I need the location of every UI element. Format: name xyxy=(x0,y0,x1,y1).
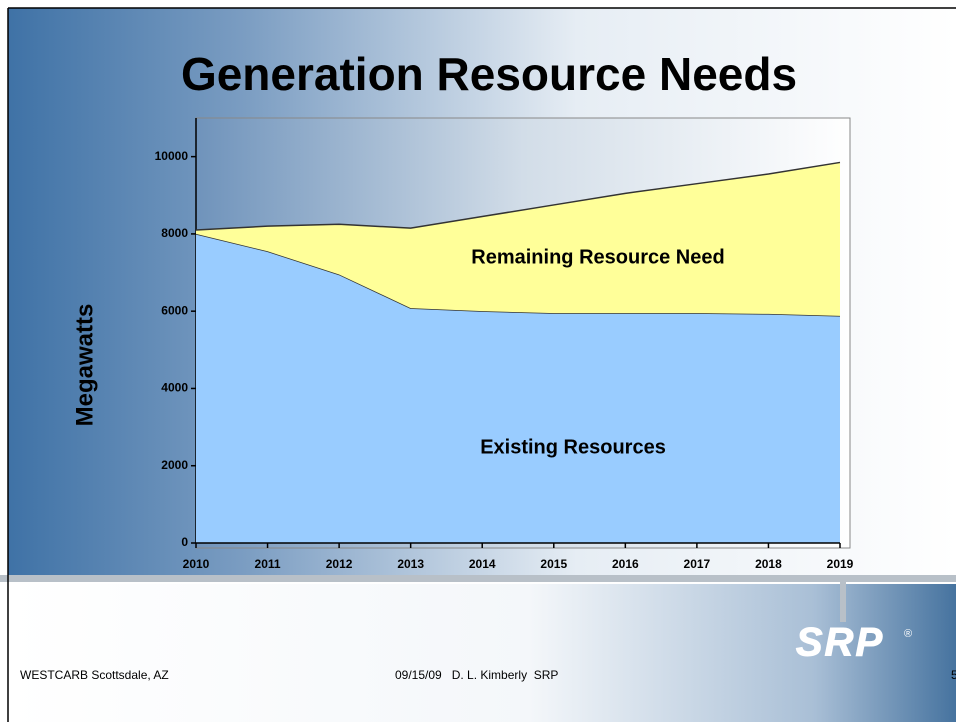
y-tick-label: 4000 xyxy=(161,381,188,395)
y-tick-label: 10000 xyxy=(155,149,189,163)
series-label: Remaining Resource Need xyxy=(471,247,724,269)
x-tick-label: 2018 xyxy=(755,557,782,571)
y-tick-label: 2000 xyxy=(161,458,188,472)
y-axis-label: Megawatts xyxy=(71,304,98,427)
logo-mark: ® xyxy=(904,628,912,640)
title: Generation Resource Needs xyxy=(181,48,797,100)
divider xyxy=(0,575,956,582)
area xyxy=(196,233,840,543)
area-edge xyxy=(195,161,841,231)
footer-center: 09/15/09 D. L. Kimberly SRP xyxy=(395,668,558,682)
y-tick-label: 0 xyxy=(181,535,188,549)
footer-band xyxy=(8,584,956,722)
page-number: 5 xyxy=(951,668,956,682)
x-tick-label: 2014 xyxy=(469,557,496,571)
area xyxy=(196,162,840,316)
x-tick-label: 2019 xyxy=(827,557,854,571)
footer-left: WESTCARB Scottsdale, AZ xyxy=(20,668,169,682)
x-tick-label: 2017 xyxy=(684,557,711,571)
x-tick-label: 2012 xyxy=(326,557,353,571)
chart: 0 2000 4000 6000 8000 10000 Existing Resources… xyxy=(155,118,854,571)
x-tick-label: 2013 xyxy=(397,557,424,571)
x-tick-label: 2015 xyxy=(540,557,567,571)
logo: SRP ® xyxy=(795,620,912,665)
x-tick-label: 2016 xyxy=(612,557,639,571)
logo-text: SRP xyxy=(796,621,884,665)
y-tick-label: 8000 xyxy=(161,226,188,240)
x-tick-label: 2010 xyxy=(183,557,210,571)
x-tick-label: 2011 xyxy=(255,557,281,571)
y-tick-label: 6000 xyxy=(161,303,188,317)
series-label: Existing Resources xyxy=(480,436,666,458)
divider-connector xyxy=(840,580,846,622)
